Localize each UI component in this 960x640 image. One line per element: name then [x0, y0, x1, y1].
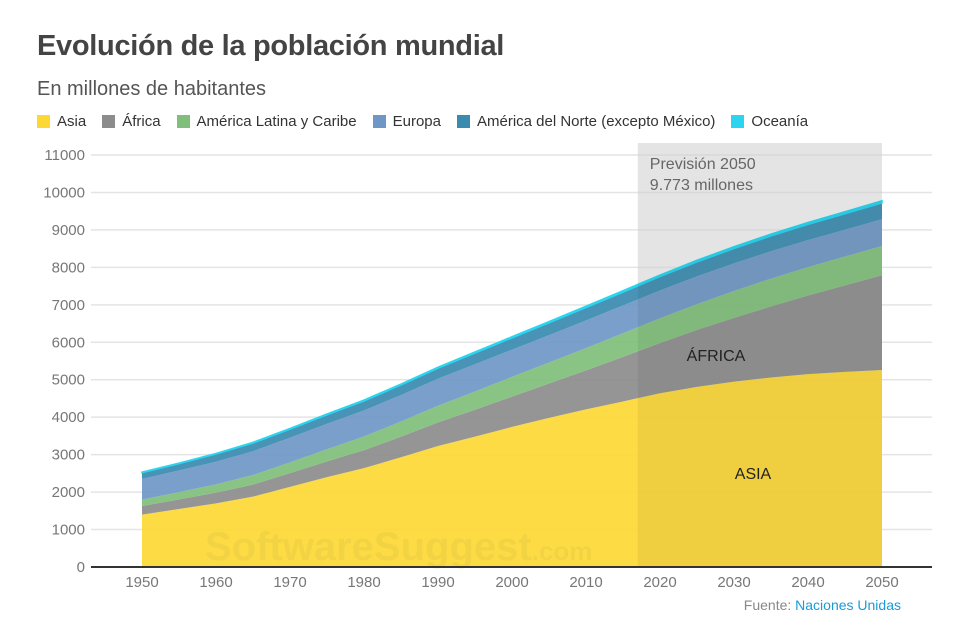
y-tick-label: 2000 [52, 484, 85, 501]
forecast-label-value: 9.773 millones [650, 177, 753, 194]
area-asia [142, 369, 882, 567]
y-tick-label: 9000 [52, 222, 85, 239]
area-north-america [142, 202, 882, 479]
y-tick-label: 8000 [52, 259, 85, 276]
y-tick-label: 10000 [43, 184, 85, 201]
y-tick-label: 3000 [52, 447, 85, 464]
legend: Asia África América Latina y Caribe Euro… [37, 113, 824, 130]
x-tick-label: 1990 [421, 574, 454, 591]
legend-label-asia: Asia [57, 113, 87, 130]
x-tick-label: 1960 [199, 574, 232, 591]
x-tick-label: 2000 [495, 574, 528, 591]
legend-swatch-oceania [731, 115, 745, 128]
y-tick-label: 6000 [52, 334, 85, 351]
watermark: SoftwareSuggest.com [205, 525, 592, 569]
source-link[interactable]: Naciones Unidas [795, 597, 901, 613]
source-prefix: Fuente: [743, 597, 796, 613]
y-tick-label: 1000 [52, 522, 85, 539]
legend-label-europe: Europa [392, 113, 441, 130]
legend-label-north-america: América del Norte (excepto México) [476, 113, 716, 130]
y-tick-label: 4000 [52, 409, 85, 426]
y-tick-label: 5000 [52, 372, 85, 389]
y-tick-label: 0 [77, 559, 85, 576]
chart-title: Evolución de la población mundial [37, 30, 505, 62]
area-latin-america [142, 246, 882, 506]
legend-swatch-latin-america [176, 115, 190, 128]
region-label-africa: ÁFRICA [687, 346, 746, 365]
x-tick-label: 1950 [125, 574, 158, 591]
y-tick-label: 7000 [52, 297, 85, 314]
legend-label-africa: África [122, 113, 161, 130]
x-tick-label: 2020 [643, 574, 676, 591]
legend-item-latin-america: América Latina y Caribe [176, 113, 357, 130]
legend-label-latin-america: América Latina y Caribe [196, 113, 357, 130]
y-tick-label: 11000 [44, 147, 85, 164]
x-tick-label: 1980 [347, 574, 380, 591]
legend-swatch-north-america [456, 115, 470, 128]
legend-item-oceania: Oceanía [731, 113, 808, 130]
area-africa [142, 275, 882, 515]
legend-swatch-asia [37, 115, 50, 128]
area-europe [142, 219, 882, 500]
forecast-label-title: Previsión 2050 [650, 156, 756, 173]
x-tick-label: 1970 [273, 574, 306, 591]
legend-label-oceania: Oceanía [751, 113, 809, 130]
source-note: Fuente: Naciones Unidas [744, 597, 901, 613]
legend-item-europe: Europa [372, 113, 441, 130]
region-label-asia: ASIA [735, 466, 772, 483]
legend-swatch-africa [102, 115, 116, 128]
x-tick-label: 2040 [791, 574, 824, 591]
area-oceania [141, 199, 883, 474]
x-tick-label: 2050 [865, 574, 898, 591]
legend-item-north-america: América del Norte (excepto México) [456, 113, 716, 130]
legend-item-africa: África [102, 113, 161, 130]
legend-swatch-europe [372, 115, 386, 128]
chart-subtitle: En millones de habitantes [37, 78, 267, 100]
forecast-overlay [637, 143, 882, 567]
legend-item-asia: Asia [37, 113, 86, 130]
x-tick-label: 2030 [717, 574, 750, 591]
x-tick-label: 2010 [569, 574, 602, 591]
